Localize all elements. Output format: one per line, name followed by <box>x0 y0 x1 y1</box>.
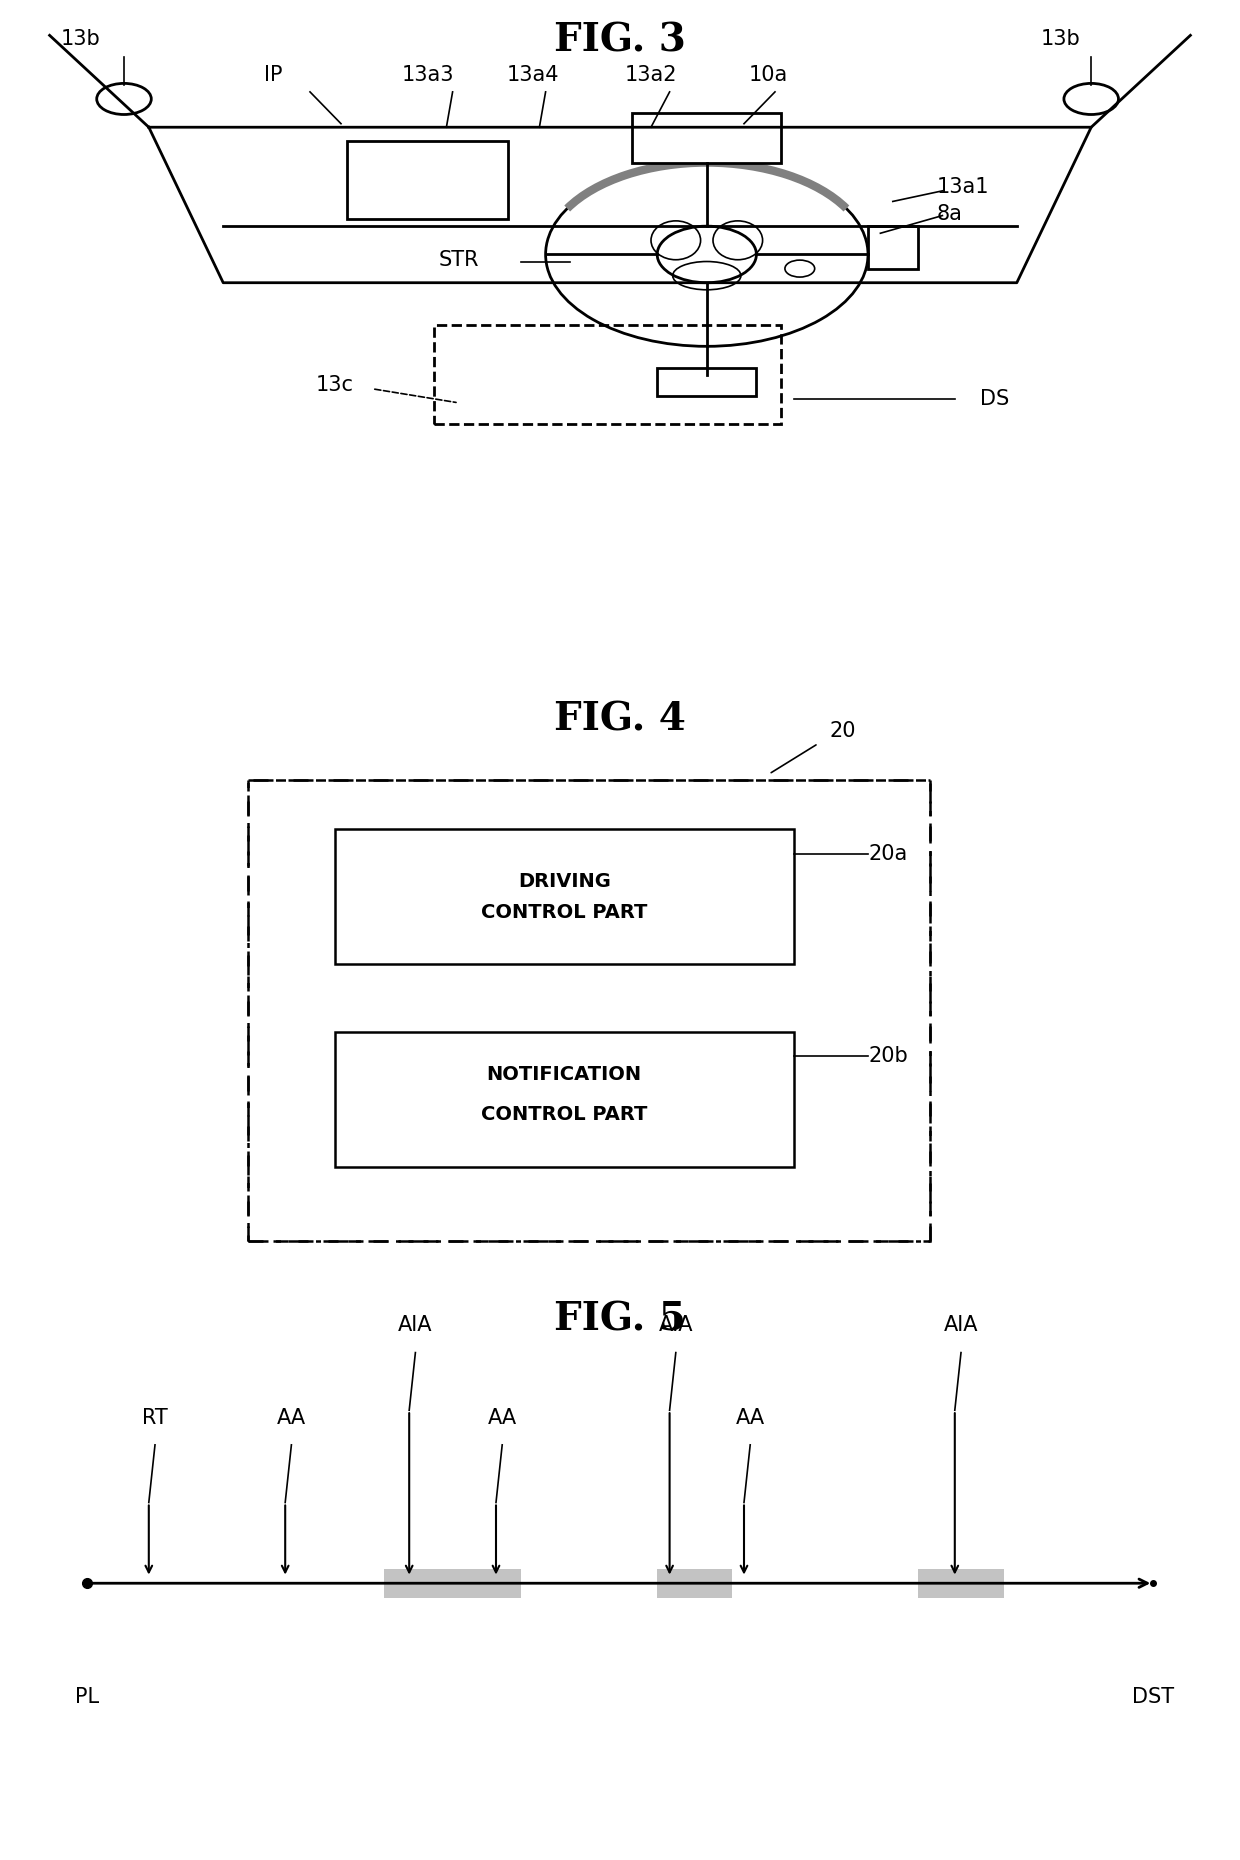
Bar <box>434 326 781 424</box>
Bar <box>347 141 508 219</box>
Text: FIG. 5: FIG. 5 <box>554 1300 686 1339</box>
Text: CONTROL PART: CONTROL PART <box>481 902 647 923</box>
Bar <box>335 1032 794 1166</box>
Text: 20a: 20a <box>868 844 908 863</box>
Text: RT: RT <box>143 1408 167 1428</box>
Text: 13b: 13b <box>61 30 100 50</box>
Text: 20: 20 <box>830 722 857 740</box>
Text: 20b: 20b <box>868 1047 908 1066</box>
Text: STR: STR <box>439 249 479 270</box>
Text: FIG. 4: FIG. 4 <box>554 701 686 738</box>
Text: 8a: 8a <box>936 205 962 225</box>
Bar <box>868 227 918 268</box>
Text: DST: DST <box>1132 1687 1174 1707</box>
Text: AIA: AIA <box>658 1315 693 1335</box>
Text: 13a2: 13a2 <box>625 65 677 86</box>
Text: CONTROL PART: CONTROL PART <box>481 1105 647 1123</box>
Text: IP: IP <box>264 65 281 86</box>
Text: 13a3: 13a3 <box>402 65 454 86</box>
Text: 13c: 13c <box>316 376 353 394</box>
Text: AIA: AIA <box>398 1315 433 1335</box>
Text: NOTIFICATION: NOTIFICATION <box>486 1066 642 1084</box>
Text: 10a: 10a <box>749 65 789 86</box>
Bar <box>632 113 781 162</box>
Text: 13a4: 13a4 <box>507 65 559 86</box>
Text: DS: DS <box>980 389 1009 409</box>
Text: 13b: 13b <box>1040 30 1080 50</box>
Bar <box>335 830 794 963</box>
Bar <box>657 1568 732 1598</box>
Text: FIG. 3: FIG. 3 <box>554 20 686 60</box>
Bar <box>918 1568 1004 1598</box>
Text: 13a1: 13a1 <box>936 177 988 197</box>
Bar <box>384 1568 521 1598</box>
Text: AA: AA <box>487 1408 517 1428</box>
Text: AA: AA <box>735 1408 765 1428</box>
Bar <box>657 368 756 396</box>
Text: AA: AA <box>277 1408 306 1428</box>
Text: PL: PL <box>74 1687 99 1707</box>
Text: AIA: AIA <box>944 1315 978 1335</box>
Text: DRIVING: DRIVING <box>518 872 610 891</box>
